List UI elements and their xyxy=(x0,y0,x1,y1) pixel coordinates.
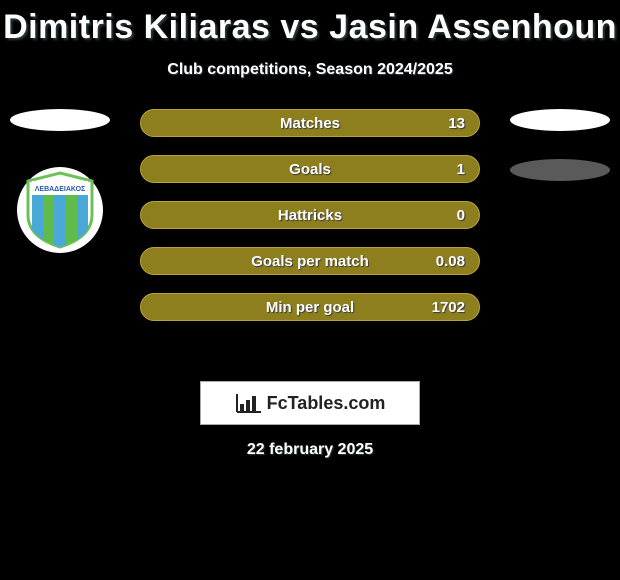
svg-text:ΛΕΒΑΔΕΙΑΚΟΣ: ΛΕΒΑΔΕΙΑΚΟΣ xyxy=(35,186,86,193)
club-oval-right xyxy=(510,159,610,181)
brand-box: FcTables.com xyxy=(200,381,420,425)
stat-bar: Goals 1 xyxy=(140,155,480,183)
stat-label: Hattricks xyxy=(141,207,479,224)
page-title: Dimitris Kiliaras vs Jasin Assenhoun xyxy=(0,0,620,47)
stat-bar: Hattricks 0 xyxy=(140,201,480,229)
date-text: 22 february 2025 xyxy=(0,441,620,459)
stat-value: 13 xyxy=(448,115,465,132)
club-crest-icon: ΛΕΒΑΔΕΙΑΚΟΣ xyxy=(24,171,96,249)
bar-chart-icon xyxy=(235,392,263,414)
stat-label: Matches xyxy=(141,115,479,132)
stat-label: Min per goal xyxy=(141,299,479,316)
stat-bar: Goals per match 0.08 xyxy=(140,247,480,275)
stat-bars: Matches 13 Goals 1 Hattricks 0 Goals per… xyxy=(140,109,480,321)
right-player-col xyxy=(510,109,610,181)
stat-bar: Matches 13 xyxy=(140,109,480,137)
stat-value: 0 xyxy=(457,207,465,224)
stat-label: Goals xyxy=(141,161,479,178)
stat-bar: Min per goal 1702 xyxy=(140,293,480,321)
stat-value: 1702 xyxy=(432,299,465,316)
stat-label: Goals per match xyxy=(141,253,479,270)
subtitle: Club competitions, Season 2024/2025 xyxy=(0,61,620,79)
left-player-col: ΛΕΒΑΔΕΙΑΚΟΣ xyxy=(10,109,110,253)
player-oval-right xyxy=(510,109,610,131)
comparison-panel: ΛΕΒΑΔΕΙΑΚΟΣ Matches 13 Goals 1 xyxy=(0,109,620,359)
stat-value: 0.08 xyxy=(436,253,465,270)
club-badge-left: ΛΕΒΑΔΕΙΑΚΟΣ xyxy=(17,167,103,253)
stat-value: 1 xyxy=(457,161,465,178)
player-oval-left xyxy=(10,109,110,131)
brand-text: FcTables.com xyxy=(267,393,386,414)
